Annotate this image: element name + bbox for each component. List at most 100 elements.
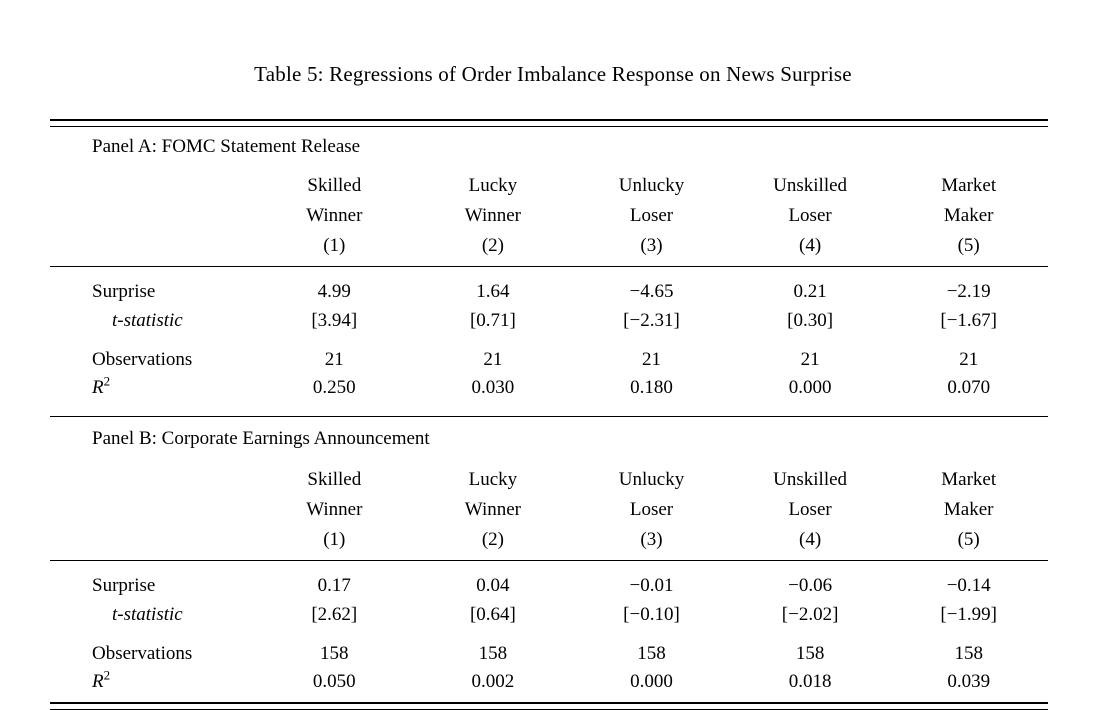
value-cell: 21	[800, 349, 820, 370]
value-cell: 0.050	[312, 671, 356, 692]
row-label: Surprise	[92, 281, 156, 302]
header-cell: Loser	[788, 499, 832, 520]
header-cell: Market	[941, 469, 997, 490]
value-cell: [−2.02]	[781, 604, 839, 625]
panel-b-header-numbers: (1) (2) (3) (4) (5)	[50, 525, 1048, 555]
table-row-observations: Observations 21 21 21 21 21	[50, 346, 1048, 374]
row-label: Surprise	[92, 575, 156, 596]
header-cell: Skilled	[307, 469, 362, 490]
header-cell: Loser	[629, 205, 674, 226]
value-cell: 0.002	[471, 671, 515, 692]
header-cell: Lucky	[468, 175, 518, 196]
value-cell: −2.19	[946, 281, 991, 302]
header-cell: Winner	[464, 499, 521, 520]
value-cell: [3.94]	[311, 310, 358, 331]
table-row-rsquared: R2 0.250 0.030 0.180 0.000 0.070	[50, 374, 1048, 402]
value-cell: −0.01	[629, 575, 674, 596]
row-label: t-statistic	[112, 310, 183, 331]
value-cell: 0.030	[471, 377, 515, 398]
value-cell: [0.30]	[787, 310, 834, 331]
bottom-rule	[50, 702, 1048, 710]
value-cell: 0.21	[793, 281, 827, 302]
header-cell: Unlucky	[618, 175, 685, 196]
value-cell: [−2.31]	[623, 310, 680, 331]
value-cell: 1.64	[476, 281, 510, 302]
value-cell: [−1.99]	[940, 604, 997, 625]
rsquared-symbol: R	[92, 377, 104, 398]
panel-a-header-numbers: (1) (2) (3) (4) (5)	[50, 231, 1048, 261]
value-cell: 4.99	[317, 281, 351, 302]
panel-b-header-rule	[50, 560, 1048, 561]
row-label: Observations	[92, 349, 193, 370]
rsquared-exponent: 2	[103, 667, 111, 683]
header-cell: Loser	[629, 499, 674, 520]
row-label: t-statistic	[112, 604, 183, 625]
row-label: Observations	[92, 643, 193, 664]
header-number-cell: (2)	[481, 529, 504, 550]
value-cell: [0.71]	[469, 310, 516, 331]
header-cell: Loser	[788, 205, 832, 226]
panel-b-header-line2: Winner Winner Loser Loser Maker	[50, 495, 1048, 525]
value-cell: −0.14	[946, 575, 991, 596]
panel-separator-rule	[50, 416, 1048, 417]
table-row-surprise: Surprise 0.17 0.04 −0.01 −0.06 −0.14	[50, 572, 1048, 600]
header-cell: Lucky	[468, 469, 518, 490]
header-number-cell: (2)	[481, 235, 504, 256]
table-row-tstatistic: t-statistic [2.62] [0.64] [−0.10] [−2.02…	[50, 600, 1048, 630]
value-cell: 0.000	[788, 377, 832, 398]
value-cell: 158	[478, 643, 508, 664]
value-cell: 158	[795, 643, 825, 664]
header-cell: Maker	[943, 205, 994, 226]
value-cell: [−1.67]	[940, 310, 997, 331]
header-number-cell: (3)	[640, 235, 663, 256]
value-cell: 0.250	[312, 377, 356, 398]
rsquared-symbol: R	[92, 671, 104, 692]
value-cell: 158	[320, 643, 349, 664]
header-number-cell: (5)	[957, 235, 980, 256]
value-cell: 0.180	[630, 377, 673, 398]
value-cell: 0.070	[947, 377, 991, 398]
value-cell: −0.06	[788, 575, 833, 596]
row-spacer	[50, 630, 1048, 640]
value-cell: 21	[641, 349, 661, 370]
panel-a-header-rule	[50, 266, 1048, 267]
value-cell: 21	[324, 349, 344, 370]
top-rule	[50, 119, 1048, 127]
panel-b-header-line1: Skilled Lucky Unlucky Unskilled Market	[50, 465, 1048, 495]
header-cell: Market	[941, 175, 997, 196]
header-cell: Winner	[306, 205, 363, 226]
header-cell: Unskilled	[773, 469, 848, 490]
header-number-cell: (3)	[640, 529, 663, 550]
header-number-cell: (4)	[799, 529, 822, 550]
value-cell: 0.018	[788, 671, 832, 692]
header-cell: Winner	[306, 499, 363, 520]
rsquared-exponent: 2	[103, 373, 111, 389]
regression-table: Panel A: FOMC Statement Release Skilled …	[50, 119, 1048, 710]
header-cell: Unlucky	[618, 469, 685, 490]
panel-b-title: Panel B: Corporate Earnings Announcement	[92, 428, 430, 449]
row-label: R2	[50, 373, 255, 399]
value-cell: 158	[954, 643, 983, 664]
table-title: Table 5: Regressions of Order Imbalance …	[254, 62, 852, 86]
header-number-cell: (1)	[323, 529, 346, 550]
header-cell: Maker	[943, 499, 994, 520]
panel-a-title: Panel A: FOMC Statement Release	[92, 136, 361, 157]
header-number-cell: (1)	[323, 235, 346, 256]
header-cell: Unskilled	[773, 175, 848, 196]
header-cell: Winner	[464, 205, 521, 226]
value-cell: 0.04	[476, 575, 510, 596]
value-cell: [0.64]	[469, 604, 516, 625]
table-row-tstatistic: t-statistic [3.94] [0.71] [−2.31] [0.30]…	[50, 306, 1048, 336]
header-number-cell: (4)	[799, 235, 822, 256]
value-cell: 0.039	[947, 671, 991, 692]
table-row-rsquared: R2 0.050 0.002 0.000 0.018 0.039	[50, 668, 1048, 696]
table-row-observations: Observations 158 158 158 158 158	[50, 640, 1048, 668]
value-cell: 0.000	[630, 671, 673, 692]
value-cell: [2.62]	[311, 604, 358, 625]
value-cell: −4.65	[629, 281, 674, 302]
panel-a-header-line2: Winner Winner Loser Loser Maker	[50, 201, 1048, 231]
value-cell: [−0.10]	[623, 604, 680, 625]
value-cell: 0.17	[317, 575, 351, 596]
header-number-cell: (5)	[957, 529, 980, 550]
